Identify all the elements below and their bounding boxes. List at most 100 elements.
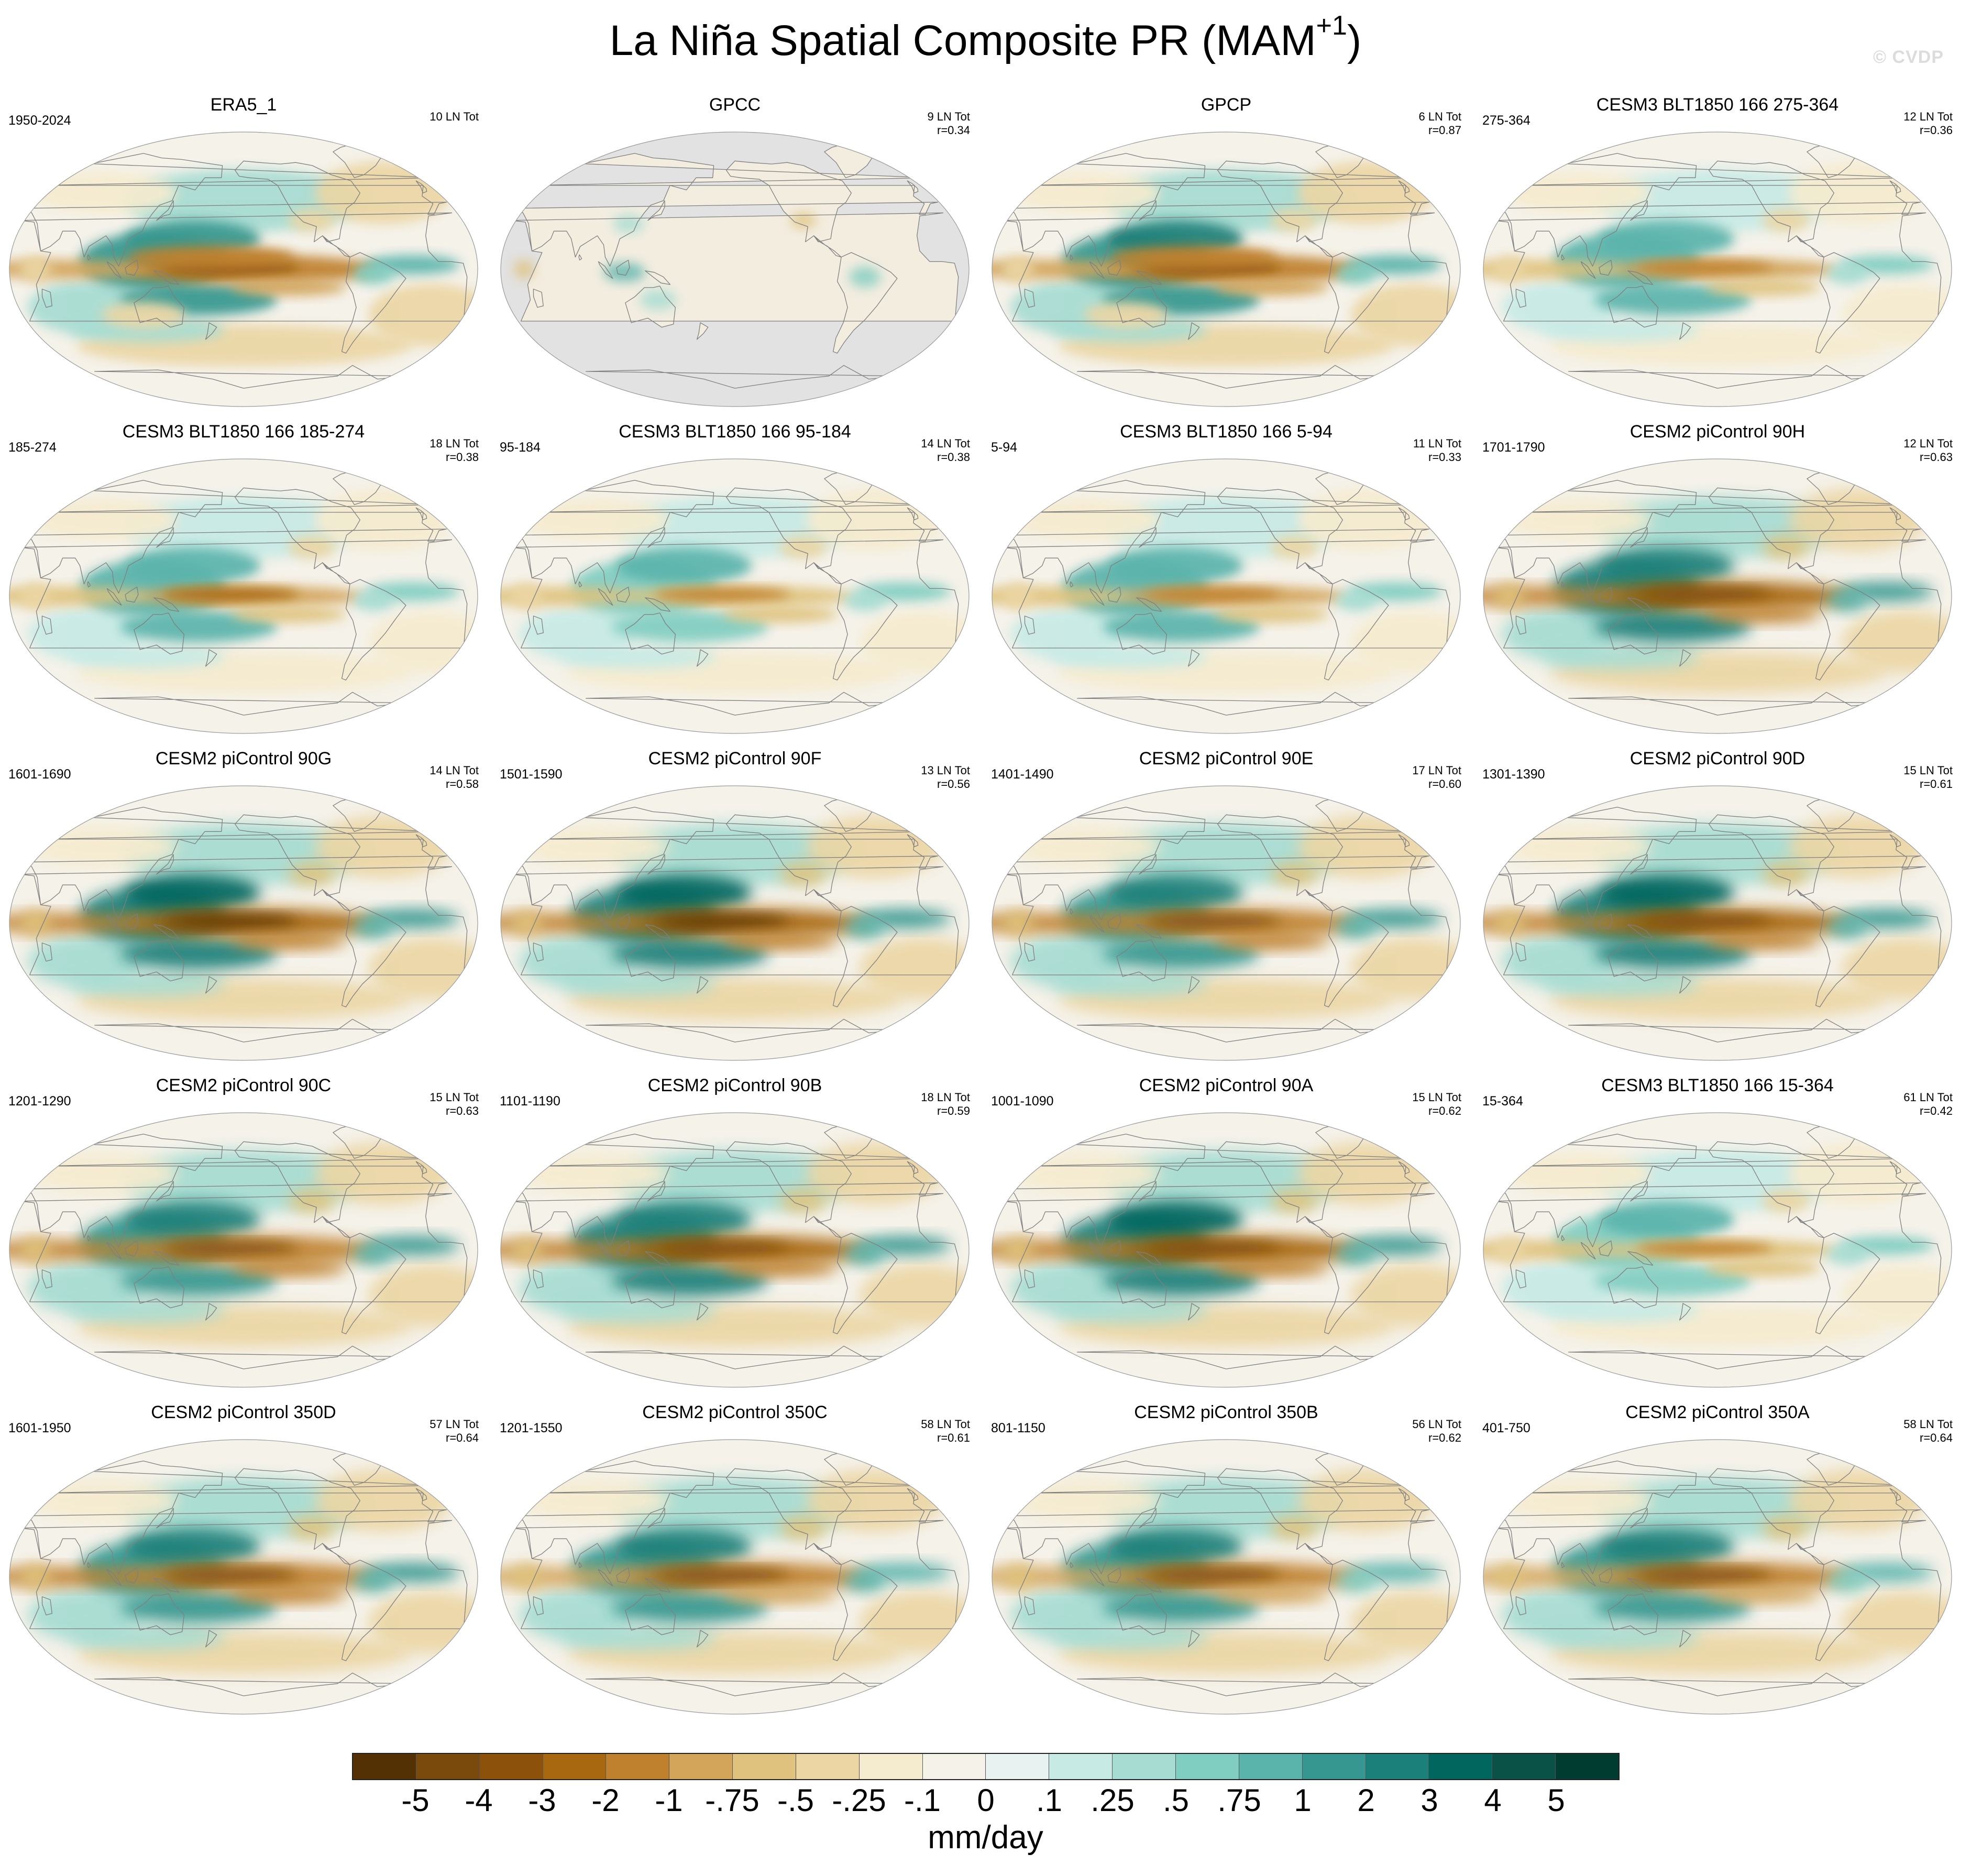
anomaly-east-africa-dry [511, 910, 543, 936]
panel-map [992, 1439, 1461, 1715]
anomaly-east-africa-dry [1002, 1237, 1034, 1263]
anomaly-southern-midlat-wet [559, 972, 717, 996]
anomaly-central-pacific-dry-core [162, 588, 299, 602]
panel-pattern-correlation: r=0.61 [937, 1431, 970, 1444]
antarctica-outline [94, 365, 411, 389]
south-america-outline [1815, 579, 1880, 681]
north-america-outline [1217, 814, 1343, 896]
panel-pattern-correlation: r=0.58 [446, 777, 479, 791]
japan-outline [1630, 527, 1648, 548]
panel-event-count: 14 LN Tot [430, 764, 479, 777]
anomaly-southwest-us-dry [779, 1189, 827, 1213]
panel-stats: 18 LN Tot r=0.59 [921, 1091, 970, 1118]
borneo-outline [1599, 259, 1613, 276]
map-panel: CESM2 piControl 350D 1601-1950 57 LN Tot r=… [0, 1402, 487, 1719]
anomaly-eurasia-light [1013, 499, 1160, 541]
panel-event-count: 57 LN Tot [430, 1418, 479, 1431]
anomaly-amazon-wet [353, 590, 395, 611]
panel-title: CESM2 piControl 90E [1139, 749, 1314, 769]
australia-outline [1607, 939, 1659, 982]
sumatra-outline [1580, 915, 1596, 933]
anomaly-central-pacific-dry-core [1636, 915, 1773, 929]
anomaly-nw-pacific-wet [615, 874, 752, 911]
anomaly-southwest-us-dry [288, 1189, 336, 1213]
anomaly-east-pacific-dry [1214, 932, 1329, 950]
anomaly-indian-ocean-dry [992, 914, 1133, 932]
new-guinea-outline [645, 1251, 671, 1266]
panel-event-count: 13 LN Tot [921, 764, 970, 777]
sumatra-outline [1580, 588, 1596, 606]
japan-outline [1630, 1508, 1648, 1529]
anomaly-southwest-us-dry [1271, 535, 1318, 559]
panel-period: 1001-1090 [991, 1094, 1054, 1109]
central-america-outline [1305, 235, 1333, 258]
colorbar-tick-label: .75 [1217, 1783, 1261, 1818]
anomaly-central-pacific-dry-core [1636, 1568, 1773, 1583]
gpcc-east-asia-wet [613, 214, 645, 233]
anomaly-nw-pacific-wet [124, 874, 261, 911]
anomaly-east-pacific-dry [1214, 279, 1329, 296]
map-panel: CESM2 piControl 90C 1201-1290 15 LN Tot r=0… [0, 1075, 487, 1392]
sumatra-outline [598, 1242, 613, 1260]
map-border [9, 458, 478, 734]
panel-pattern-correlation: r=0.62 [1428, 1431, 1461, 1444]
madagascar-outline [1515, 1269, 1526, 1289]
central-america-outline [322, 1216, 350, 1238]
anomaly-southwest-us-dry [1271, 209, 1318, 232]
anomaly-indian-ocean-dry [1483, 1567, 1625, 1586]
panel-pattern-correlation: r=0.63 [1920, 451, 1953, 464]
south-america-outline [341, 1560, 406, 1661]
north-america-outline [234, 1141, 360, 1223]
madagascar-outline [1024, 616, 1035, 635]
south-america-outline [1815, 1233, 1880, 1334]
south-america-outline [341, 906, 406, 1007]
anomaly-east-pacific-dry [722, 1586, 838, 1604]
panel-map [500, 131, 970, 407]
japan-outline [156, 200, 174, 221]
map-panel: CESM2 piControl 90B 1101-1190 18 LN Tot r=0… [491, 1075, 978, 1392]
sumatra-outline [1089, 1568, 1105, 1587]
borneo-outline [1107, 1567, 1121, 1584]
anomaly-nw-pacific-wet [124, 1201, 261, 1238]
panel-map [9, 785, 478, 1061]
panel-period: 1601-1950 [8, 1421, 71, 1435]
anomaly-eurasia-light [522, 826, 669, 868]
central-america-outline [813, 235, 842, 258]
panel-map [1483, 458, 1952, 734]
australia-outline [1116, 939, 1168, 982]
watermark: © CVDP [1873, 47, 1944, 67]
anomaly-east-pacific-dry [1214, 1586, 1329, 1604]
south-america-outline [341, 252, 406, 354]
sri-lanka-outline [87, 1235, 91, 1242]
anomaly-east-africa-dry [1002, 583, 1034, 609]
borneo-outline [616, 1240, 630, 1257]
new-guinea-outline [1627, 1578, 1654, 1593]
panel-grid: ERA5_1 1950-2024 10 LN Tot GPCC 9 LN Tot r=0.… [0, 95, 1961, 1719]
anomaly-eurasia-light [1013, 1479, 1160, 1522]
map-panel: CESM3 BLT1850 166 15-364 15-364 61 LN Tot r… [1474, 1075, 1961, 1392]
panel-title: CESM2 piControl 350B [1134, 1402, 1318, 1422]
anomaly-amazon-wet [353, 1571, 395, 1592]
south-america-outline [1815, 1560, 1880, 1661]
antarctica-outline [586, 1018, 902, 1043]
panel-map [500, 1439, 970, 1715]
north-america-outline [725, 1468, 852, 1550]
map-border [500, 1112, 970, 1388]
anomaly-indian-ocean-dry [992, 260, 1133, 279]
colorbar-box [1175, 1754, 1239, 1779]
anomaly-eurasia-light [1504, 826, 1651, 868]
madagascar-outline [533, 289, 544, 308]
borneo-outline [125, 913, 139, 930]
central-america-outline [1796, 1543, 1824, 1565]
anomaly-southwest-us-dry [1762, 862, 1810, 886]
north-america-outline [1708, 814, 1834, 896]
anomaly-central-pacific-dry-core [654, 915, 790, 929]
new-zealand-outline [696, 1303, 709, 1321]
land-data-japan [647, 201, 665, 221]
map-border [500, 785, 970, 1061]
south-america-outline [1324, 1560, 1389, 1661]
anomaly-nw-pacific-wet [1598, 547, 1735, 584]
anomaly-east-pacific-dry [231, 606, 347, 623]
new-zealand-outline [696, 1630, 709, 1648]
map-panel: CESM2 piControl 90G 1601-1690 14 LN Tot r=0… [0, 748, 487, 1065]
